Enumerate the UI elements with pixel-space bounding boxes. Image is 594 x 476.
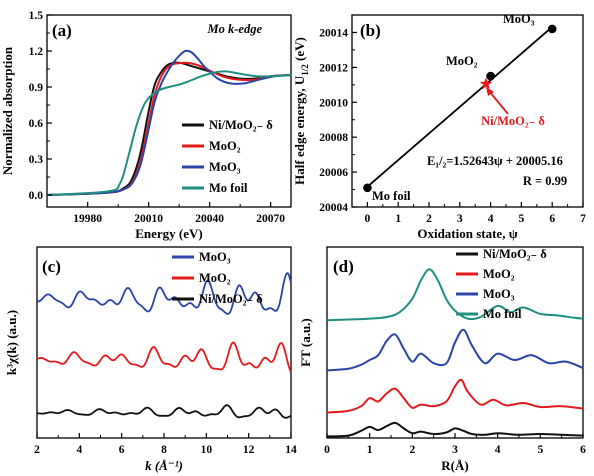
panel-a-xlabel: Energy (eV) <box>135 226 203 241</box>
panel-a-series-line <box>46 70 292 196</box>
panel-a-title: Mo k-edge <box>207 22 263 36</box>
panel-d-x-tick-label: 1 <box>367 444 373 456</box>
panel-c-series-line <box>36 272 292 315</box>
panel-d-legend-label: Mo foil <box>483 307 522 321</box>
panel-d-x-tick-label: 6 <box>580 444 586 456</box>
panel-a-y-tick-label: 0.6 <box>29 118 44 130</box>
panel-a-legend-label: Ni/MoO₂₋ δ <box>209 118 273 132</box>
panel-d-legend-label: MoO₂ <box>483 267 515 281</box>
panel-b-label: (b) <box>360 21 381 40</box>
panel-b-y-tick-label: 20012 <box>319 62 348 74</box>
panel-a-y-tick-label: 1.5 <box>29 10 44 22</box>
panel-b-label-mo-foil: Mo foil <box>372 189 411 203</box>
panel-c-x-tick-label: 12 <box>243 444 255 456</box>
panel-b-frame <box>351 14 584 208</box>
panel-b-ylabel-main: Half edge energy, U <box>292 75 307 185</box>
panel-a-frame <box>46 14 292 208</box>
panel-b-x-tick-label: 3 <box>457 213 463 225</box>
panel-a-y-tick-label: 0.9 <box>29 82 44 94</box>
panel-a-ylabel: Normalized absorption <box>0 46 15 175</box>
panel-b-y-tick-label: 20004 <box>319 202 348 214</box>
panel-b-x-tick-label: 4 <box>488 213 494 225</box>
panel-a-x-tick-label: 20010 <box>134 213 163 225</box>
panel-b-y-tick-label: 20014 <box>319 27 348 39</box>
panel-d-legend-label: Ni/MoO₂₋ δ <box>483 247 547 261</box>
panel-b-equation: E₁/₂=1.52643ψ + 20005.16 <box>427 154 563 168</box>
panel-b-xlabel: Oxidation state, ψ <box>417 226 517 241</box>
panel-a-y-tick-label: 1.2 <box>29 46 44 58</box>
panel-d-series-line <box>326 421 584 438</box>
panel-b-ylabel-sub: 1/2 <box>300 64 310 76</box>
panel-a-legend-label: MoO₂ <box>209 139 241 153</box>
panel-c-x-tick-label: 6 <box>119 444 125 456</box>
panel-c-x-tick-label: 14 <box>285 444 297 456</box>
panel-b-arrow <box>488 90 509 115</box>
panel-b-point <box>547 24 557 34</box>
panel-d-ylabel: FT (a.u.) <box>298 318 313 367</box>
panel-a-x-tick-label: 20070 <box>256 213 285 225</box>
panel-d-series-line <box>326 268 584 322</box>
panel-c-x-tick-label: 2 <box>34 444 40 456</box>
panel-c-legend-label: MoO₃ <box>199 250 231 264</box>
panel-c-x-tick-label: 4 <box>76 444 82 456</box>
panel-d-series-line <box>326 328 584 372</box>
panel-b-x-tick-label: 6 <box>549 213 555 225</box>
panel-a-label: (a) <box>52 21 72 40</box>
panel-d-x-tick-label: 5 <box>537 444 543 456</box>
panel-d-x-tick-label: 2 <box>409 444 415 456</box>
panel-b-ylabel: Half edge energy, U1/2 (eV) <box>292 37 310 185</box>
panel-d-x-tick-label: 3 <box>452 444 458 456</box>
panel-c-legend-label: Ni/MoO₂₋ δ <box>199 292 263 306</box>
panel-b-y-tick-label: 20010 <box>319 97 348 109</box>
panel-b-x-tick-label: 2 <box>426 213 432 225</box>
panel-c-label: (c) <box>42 257 61 276</box>
panel-d-x-tick-label: 4 <box>495 444 501 456</box>
panel-b-star-point <box>479 77 493 90</box>
panel-b-r-value: R = 0.99 <box>523 174 567 188</box>
panel-b-y-tick-label: 20008 <box>319 132 348 144</box>
panel-b-point <box>486 71 495 81</box>
panel-b-x-tick-label: 0 <box>365 213 371 225</box>
panel-a-series-line <box>46 49 292 196</box>
panel-b-x-tick-label: 7 <box>580 213 586 225</box>
panel-b-label-composite: Ni/MoO₂₋ δ <box>481 114 545 128</box>
panel-a-y-tick-label: 0.0 <box>29 190 44 202</box>
panel-b-point <box>363 183 372 193</box>
panel-d-label: (d) <box>333 257 354 276</box>
panel-d-xlabel: R(Å) <box>441 458 468 473</box>
panel-d-legend-label: MoO₃ <box>483 287 515 301</box>
panel-a-legend-label: Mo foil <box>209 181 248 195</box>
panel-c-series-line <box>36 341 292 373</box>
panel-c-x-tick-label: 10 <box>201 444 213 456</box>
panel-b-arrowhead <box>486 87 494 96</box>
panel-c-x-tick-label: 8 <box>161 444 167 456</box>
panel-b-label-moo3: MoO₃ <box>503 12 535 26</box>
panel-a-x-tick-label: 19980 <box>73 213 102 225</box>
panel-c-series-line <box>36 404 292 419</box>
panel-d-series-line <box>326 378 584 414</box>
panel-a-y-tick-label: 0.3 <box>29 154 44 166</box>
panel-a-legend-label: MoO₃ <box>209 160 241 174</box>
panel-b-x-tick-label: 1 <box>395 213 401 225</box>
panel-a-x-tick-label: 20040 <box>195 213 224 225</box>
panel-c-frame <box>36 246 292 439</box>
panel-b-label-moo2: MoO₂ <box>446 54 478 68</box>
panel-b-fit-line <box>365 24 555 189</box>
panel-c-ylabel: k³χ(k) (a.u.) <box>4 310 19 375</box>
panel-b-x-tick-label: 5 <box>519 213 525 225</box>
panel-b-ylabel-unit: (eV) <box>292 37 307 64</box>
panel-d-x-tick-label: 0 <box>324 444 330 456</box>
panel-c-xlabel: k (Å⁻¹) <box>145 458 183 473</box>
panel-b-y-tick-label: 20006 <box>319 167 348 179</box>
panel-c-legend-label: MoO₂ <box>199 271 231 285</box>
